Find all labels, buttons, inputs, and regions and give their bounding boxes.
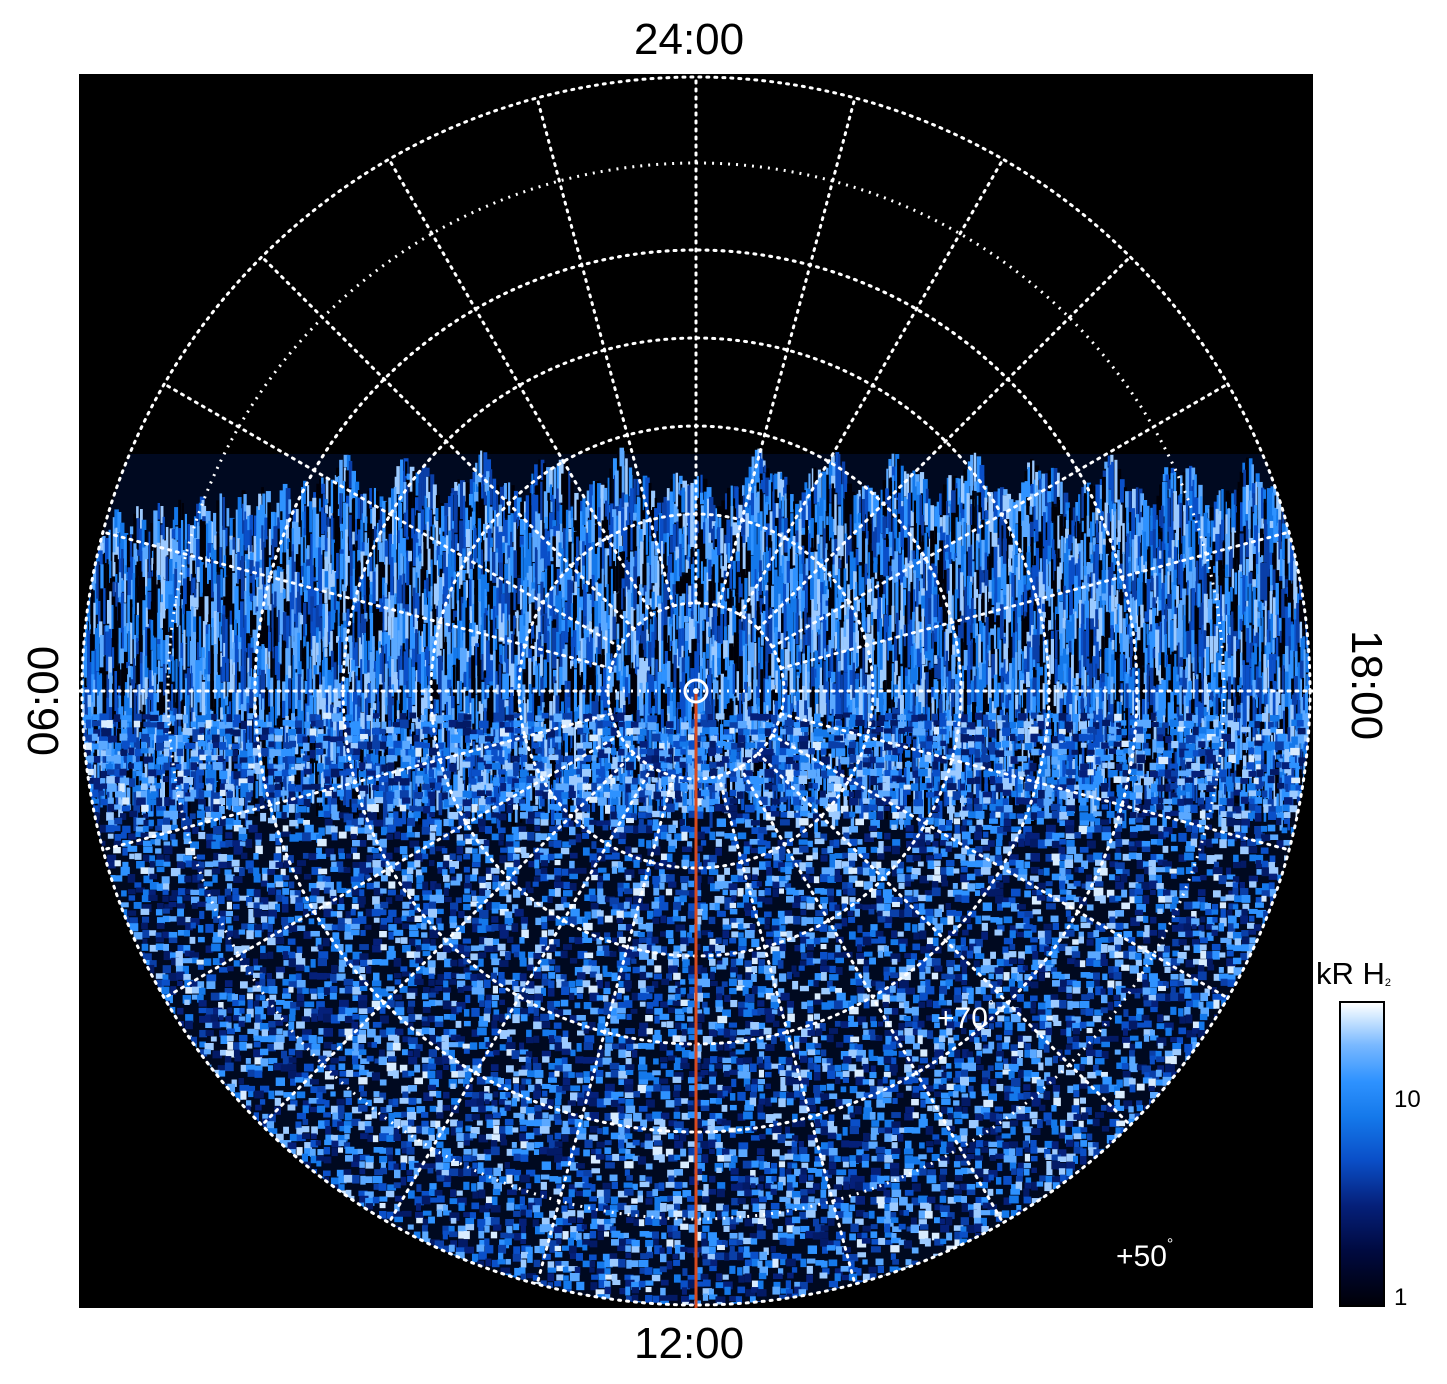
local-time-label-midnight: 24:00 [634,18,744,62]
colorbar-title: kR H2 [1316,956,1391,992]
polar-map-svg [79,74,1313,1308]
local-time-label-dawn: 06:00 [22,646,66,756]
colorbar-tick-10: 10 [1394,1086,1421,1114]
local-time-label-noon: 12:00 [634,1322,744,1366]
local-time-label-dusk: 18:00 [1344,630,1388,740]
colorbar-tick-1: 1 [1394,1284,1407,1312]
colorbar [1339,1001,1385,1307]
pole-center-dot [693,688,699,694]
polar-projection-plot: +70° +50° [79,74,1313,1308]
latitude-label-70: +70° [937,1002,994,1036]
latitude-label-50: +50° [1116,1240,1173,1274]
